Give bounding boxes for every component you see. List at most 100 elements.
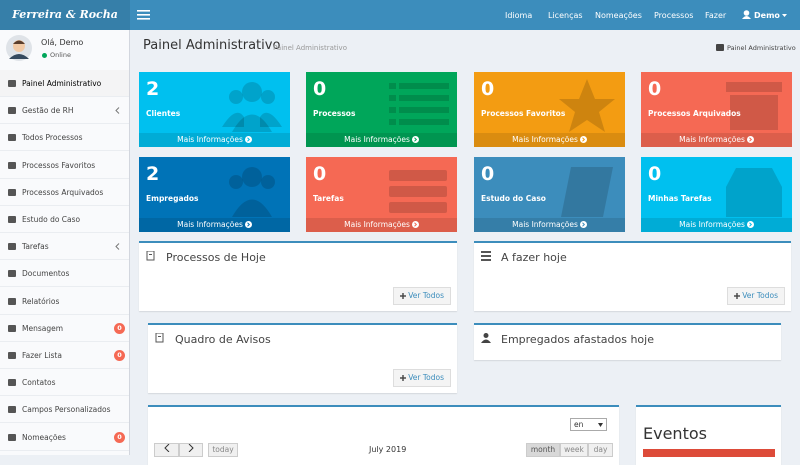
menu-item[interactable]: Fazer Lista 0 — [0, 342, 129, 369]
view-button[interactable]: month — [526, 443, 560, 457]
stat-label: Processos Arquivados — [648, 109, 741, 118]
stat-link[interactable]: Mais Informações — [306, 133, 457, 147]
stat-icon — [229, 167, 275, 217]
menu-label: Campos Personalizados — [22, 405, 111, 415]
user-menu[interactable]: Demo — [754, 11, 780, 20]
stat-link[interactable]: Mais Informações — [474, 133, 625, 147]
avatar — [6, 35, 32, 61]
menu-label: Tarefas — [22, 242, 49, 252]
stat-link[interactable]: Mais Informações — [139, 218, 290, 232]
menu-item[interactable]: Relatórios — [0, 288, 129, 315]
expand-arrow — [115, 107, 120, 115]
menu-item[interactable]: Processos Favoritos — [0, 152, 129, 179]
arrow-icon — [579, 136, 587, 143]
menu-item[interactable]: Tarefas — [0, 233, 129, 261]
stat-icon — [726, 168, 782, 217]
panel: Processos de Hoje Ver Todos — [139, 241, 457, 311]
stat-link[interactable]: Mais Informações — [474, 218, 625, 232]
stat-icon — [389, 83, 449, 125]
menu-item[interactable]: Documentos — [0, 260, 129, 288]
menu-label: Contatos — [22, 378, 56, 388]
panel-title: Processos de Hoje — [166, 251, 266, 264]
arrow-icon — [746, 221, 754, 228]
menu-icon — [8, 379, 16, 387]
menu-icon — [8, 243, 16, 251]
menu-icon — [8, 352, 16, 359]
menu-icon — [8, 324, 16, 332]
menu-label: Processos Favoritos — [22, 160, 96, 170]
arrow-icon — [244, 221, 252, 228]
stat-label: Estudo do Caso — [481, 194, 546, 203]
panel-icon — [481, 333, 491, 343]
stat-link-text: Mais Informações — [679, 220, 745, 229]
logo[interactable]: Ferreira & Rocha Adv — [0, 0, 130, 51]
nav-item[interactable]: Processos — [654, 11, 694, 20]
stat-link-text: Mais Informações — [177, 220, 243, 229]
stat-label: Processos Favoritos — [481, 109, 566, 118]
menu-item[interactable]: Todos Processos — [0, 124, 129, 152]
stat-link-text: Mais Informações — [679, 135, 745, 144]
stat-box: 0 Minhas Tarefas Mais Informações — [641, 157, 792, 232]
nav-item[interactable]: Idioma — [505, 11, 533, 20]
view-all-button[interactable]: Ver Todos — [393, 369, 451, 387]
stat-link-text: Mais Informações — [177, 135, 243, 144]
menu-label: Mensagem — [22, 323, 64, 333]
menu-icon — [8, 134, 16, 142]
button-label: Ver Todos — [742, 291, 778, 300]
stat-link[interactable]: Mais Informações — [139, 133, 290, 147]
stat-box: 0 Processos Arquivados Mais Informações — [641, 72, 792, 147]
view-all-button[interactable]: Ver Todos — [393, 287, 451, 305]
menu-item[interactable]: Campos Personalizados — [0, 396, 129, 424]
event-item[interactable] — [643, 449, 775, 457]
plus-icon — [400, 293, 407, 299]
menu-item[interactable]: Gestão de RH — [0, 97, 129, 125]
stat-link-text: Mais Informações — [512, 135, 578, 144]
stat-link[interactable]: Mais Informações — [306, 218, 457, 232]
menu-item[interactable]: Contatos — [0, 369, 129, 397]
panel-title: A fazer hoje — [501, 251, 567, 264]
caret — [782, 14, 787, 17]
menu-label: Painel Administrativo — [22, 79, 102, 88]
arrow-icon — [579, 221, 587, 228]
language-select[interactable]: en — [570, 418, 607, 431]
stat-value: 0 — [313, 78, 327, 100]
menu-item[interactable]: Mensagem 0 — [0, 315, 129, 342]
arrow-icon — [411, 136, 419, 143]
stat-link[interactable]: Mais Informações — [641, 218, 792, 232]
greeting: Olá, Demo — [41, 38, 84, 47]
menu-icon — [8, 297, 16, 305]
events-title: Eventos — [643, 424, 707, 443]
stat-value: 0 — [313, 163, 327, 185]
stat-icon — [561, 167, 613, 217]
stat-box: 0 Tarefas Mais Informações — [306, 157, 457, 232]
stat-box: 2 Empregados Mais Informações — [139, 157, 290, 232]
menu-toggle[interactable] — [137, 9, 151, 21]
breadcrumb-icon — [716, 44, 724, 51]
panel-icon — [481, 251, 491, 261]
stat-link[interactable]: Mais Informações — [641, 133, 792, 147]
stat-icon — [726, 82, 782, 130]
stat-icon — [559, 79, 615, 132]
panel-title: Empregados afastados hoje — [501, 333, 654, 346]
arrow-icon — [746, 136, 754, 143]
view-all-button[interactable]: Ver Todos — [727, 287, 785, 305]
nav-item[interactable]: Fazer — [705, 11, 727, 20]
menu-label: Todos Processos — [22, 133, 83, 143]
stat-link-text: Mais Informações — [344, 220, 410, 229]
menu-item[interactable]: Nomeações 0 — [0, 424, 129, 451]
menu-icon — [8, 270, 16, 278]
menu-item[interactable]: Painel Administrativo — [0, 70, 129, 97]
breadcrumb[interactable]: Painel Administrativo — [727, 44, 796, 52]
top-bar: Idioma Licenças Nomeações Processos Fazer Dem… — [130, 0, 800, 30]
nav-item[interactable]: Nomeações — [595, 11, 642, 20]
stat-box: 2 Clientes Mais Informações — [139, 72, 290, 147]
menu-item[interactable]: Estudo do Caso — [0, 206, 129, 233]
stat-value: 0 — [648, 163, 662, 185]
menu-item[interactable]: Processos Arquivados — [0, 179, 129, 206]
panel: Quadro de Avisos Ver Todos — [148, 323, 457, 393]
menu-icon — [8, 80, 16, 87]
today-button[interactable]: today — [208, 443, 238, 457]
nav-item[interactable]: Licenças — [548, 11, 583, 20]
panel-icon — [155, 333, 164, 343]
